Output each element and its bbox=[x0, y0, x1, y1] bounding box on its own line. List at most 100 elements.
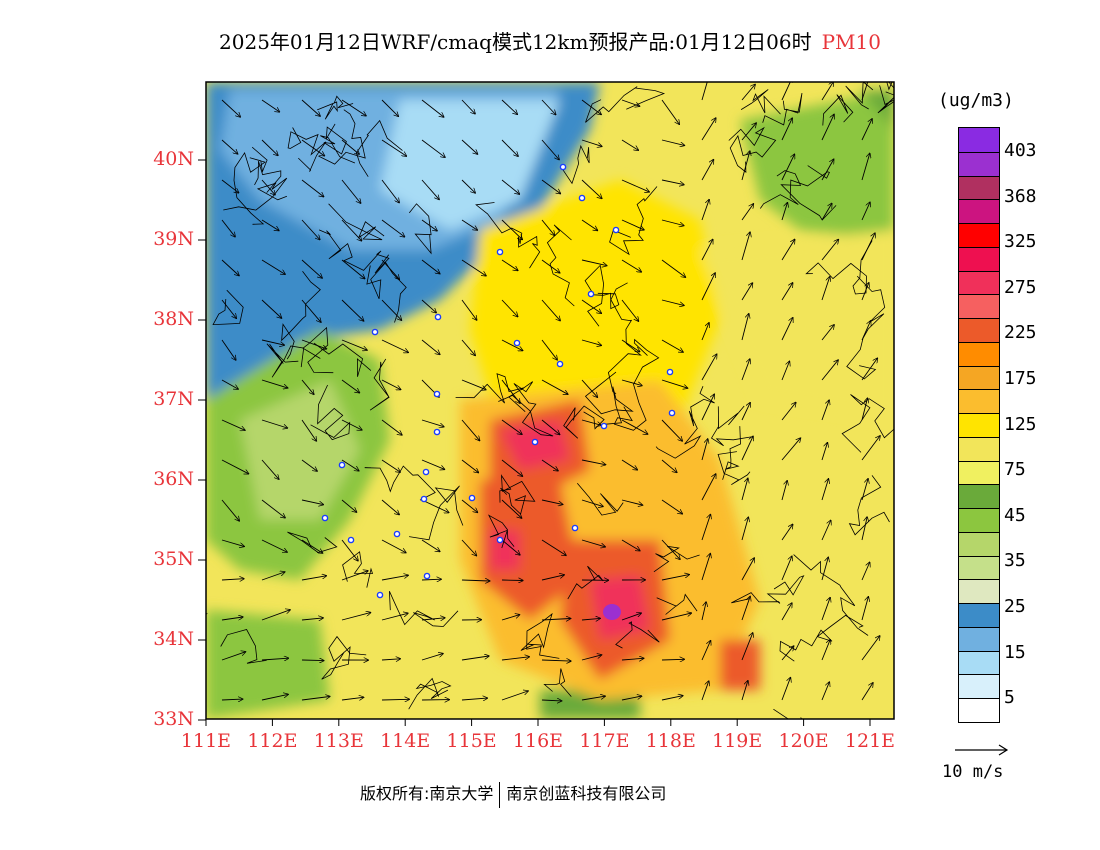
colorbar-segment bbox=[959, 531, 999, 556]
wind-vector bbox=[501, 219, 522, 239]
wind-vector bbox=[381, 613, 408, 621]
wind-vector bbox=[421, 219, 437, 231]
monitor-site bbox=[338, 461, 346, 469]
boundary-line bbox=[655, 386, 715, 459]
boundary-line bbox=[722, 426, 741, 480]
wind-vector bbox=[701, 641, 711, 661]
title-species: PM10 bbox=[821, 30, 881, 54]
wind-vector bbox=[581, 696, 605, 701]
wind-vector bbox=[661, 659, 684, 660]
wind-vector bbox=[461, 179, 475, 193]
colorbar-segment bbox=[959, 508, 999, 532]
wind-vector bbox=[861, 321, 871, 341]
colorbar-tick-label: 275 bbox=[1004, 276, 1037, 298]
wind-vector bbox=[421, 459, 444, 469]
wind-vector bbox=[341, 539, 358, 561]
wind-vector bbox=[661, 179, 684, 185]
wind-vector bbox=[461, 698, 487, 700]
boundary-line bbox=[233, 146, 268, 225]
wind-vector bbox=[381, 699, 409, 700]
colorbar-tick-label: 368 bbox=[1004, 185, 1037, 207]
wind-vector bbox=[861, 563, 870, 581]
wind-vector bbox=[341, 613, 370, 621]
wind-vector bbox=[261, 99, 279, 112]
wind-vector bbox=[341, 299, 364, 321]
wind-vector bbox=[661, 459, 677, 472]
colorbar bbox=[958, 127, 1000, 723]
boundary-line bbox=[364, 465, 436, 501]
colorbar-tick-label: 125 bbox=[1004, 413, 1037, 435]
colorbar-tick-label: 35 bbox=[1004, 550, 1026, 572]
wind-vector bbox=[541, 379, 568, 394]
wind-vector bbox=[301, 697, 330, 701]
colorbar-segment bbox=[959, 555, 999, 580]
colorbar-tick-label: 403 bbox=[1004, 140, 1037, 161]
wind-vector bbox=[541, 339, 557, 360]
wind-vector bbox=[621, 696, 641, 701]
wind-vector bbox=[381, 339, 408, 352]
boundary-line bbox=[281, 270, 321, 360]
wind-vector bbox=[861, 82, 869, 101]
boundary-line bbox=[710, 405, 753, 447]
wind-vector bbox=[501, 179, 519, 194]
wind-vector bbox=[261, 219, 279, 231]
wind-vector bbox=[501, 459, 522, 476]
wind-vector bbox=[741, 283, 752, 301]
wind-vector bbox=[261, 139, 278, 155]
boundary-line bbox=[563, 405, 605, 439]
wind-vector bbox=[661, 539, 680, 559]
colorbar-segment bbox=[959, 650, 999, 675]
wind-vector bbox=[381, 139, 406, 156]
wind-vector bbox=[461, 259, 486, 276]
wind-vector bbox=[661, 339, 683, 352]
wind-scale-label: 10 m/s bbox=[942, 762, 1004, 782]
monitor-site bbox=[612, 226, 620, 234]
wind-vector bbox=[581, 179, 602, 198]
wind-vector bbox=[661, 299, 684, 305]
boundary-line bbox=[822, 94, 854, 126]
wind-vector bbox=[781, 403, 796, 421]
wind-vector bbox=[821, 443, 827, 461]
wind-vector bbox=[621, 99, 640, 106]
wind-vector bbox=[541, 499, 563, 504]
wind-vector bbox=[581, 459, 605, 465]
wind-vector bbox=[421, 579, 441, 580]
boundary-line bbox=[848, 475, 890, 536]
boundary-line bbox=[584, 264, 620, 327]
wind-vector bbox=[381, 299, 401, 320]
monitor-site bbox=[468, 494, 476, 502]
lon-label: 116E bbox=[512, 730, 564, 752]
colorbar-segment bbox=[959, 484, 999, 508]
wind-vector bbox=[861, 202, 870, 221]
boundary-line bbox=[498, 381, 554, 437]
wind-vector bbox=[421, 259, 440, 274]
wind-vector bbox=[501, 691, 528, 701]
colorbar-tick-label: 75 bbox=[1004, 459, 1026, 481]
wind-vector bbox=[741, 151, 750, 181]
wind-vector bbox=[501, 615, 519, 621]
wind-vector bbox=[501, 539, 520, 555]
monitor-site bbox=[347, 536, 355, 544]
wind-vector bbox=[781, 481, 787, 501]
boundary-line bbox=[520, 612, 560, 659]
wind-vector bbox=[421, 339, 440, 354]
monitor-site bbox=[423, 572, 431, 580]
wind-vector bbox=[861, 233, 875, 261]
wind-vector bbox=[341, 139, 359, 154]
boundary-line bbox=[845, 82, 874, 110]
colorbar-segment bbox=[959, 603, 999, 627]
wind-vector bbox=[301, 219, 320, 240]
boundary-line bbox=[287, 127, 327, 172]
wind-vector bbox=[781, 82, 792, 101]
wind-vector bbox=[421, 419, 444, 427]
colorbar-tick-label: 5 bbox=[1004, 687, 1015, 709]
boundary-line bbox=[254, 160, 282, 193]
wind-vector bbox=[861, 479, 868, 501]
wind-vector bbox=[581, 655, 601, 661]
wind-vector bbox=[301, 576, 326, 581]
lat-label: 35N bbox=[153, 548, 194, 570]
boundary-line bbox=[776, 170, 837, 221]
monitor-site bbox=[531, 438, 539, 446]
wind-vector bbox=[221, 99, 240, 117]
wind-vector bbox=[461, 419, 480, 440]
